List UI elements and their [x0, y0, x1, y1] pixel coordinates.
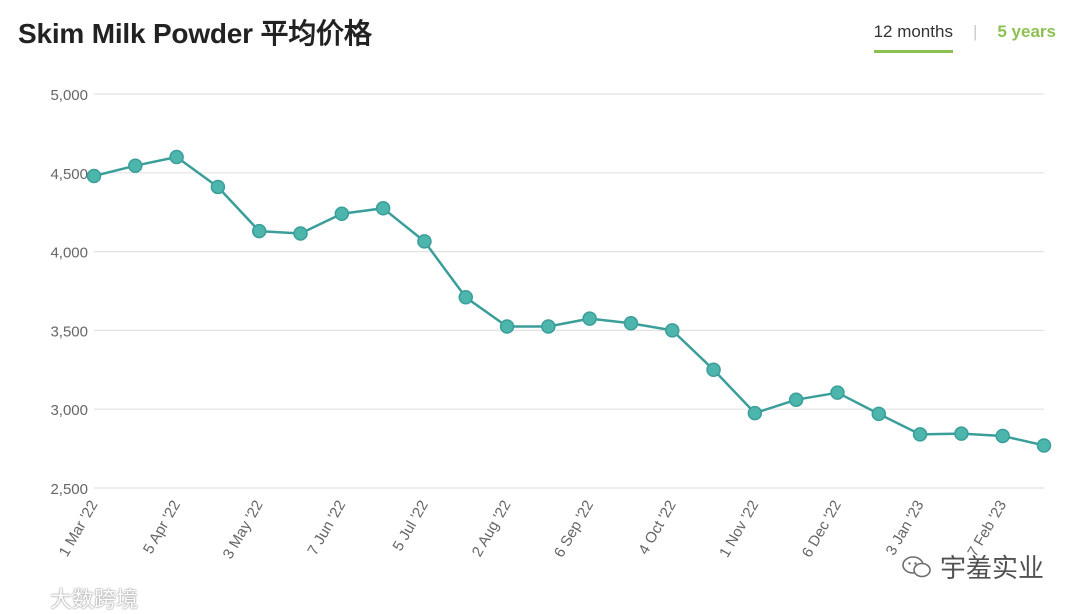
range-tabs: 12 months | 5 years [873, 22, 1056, 53]
data-point[interactable] [582, 311, 597, 326]
y-axis-ticks: 5,000 4,500 4,000 3,500 3,000 2,500 [50, 87, 88, 498]
series-line [93, 155, 1045, 447]
x-tick-label: 1 Mar '22 [56, 498, 102, 560]
x-tick-label: 4 Oct '22 [635, 498, 680, 558]
series-layer [86, 149, 1052, 453]
y-tick-label: 4,000 [50, 245, 88, 262]
tab-separator: | [972, 22, 978, 41]
data-point[interactable] [830, 385, 845, 400]
chart-title: Skim Milk Powder 平均价格 [18, 18, 372, 49]
data-point[interactable] [251, 223, 267, 239]
data-point[interactable] [747, 405, 763, 421]
x-tick-label: 2 Aug '22 [469, 497, 515, 559]
data-point[interactable] [912, 427, 928, 442]
x-tick-label: 7 Jun '22 [304, 498, 349, 559]
data-point[interactable] [665, 323, 680, 338]
grid-lines [94, 93, 1044, 489]
data-point[interactable] [334, 206, 350, 222]
data-point[interactable] [458, 290, 473, 305]
data-point[interactable] [1036, 438, 1052, 453]
data-point[interactable] [499, 319, 515, 334]
watermark-left-text: 大数跨境 [50, 587, 139, 612]
wechat-icon [902, 555, 931, 577]
watermark-wechat: 宇羞实业 [902, 548, 1044, 585]
tab-5-years[interactable]: 5 years [997, 22, 1056, 41]
data-point[interactable] [623, 316, 639, 331]
data-point[interactable] [375, 201, 391, 216]
x-tick-label: 3 May '22 [220, 498, 267, 562]
y-tick-label: 4,500 [50, 166, 88, 183]
x-tick-label: 5 Apr '22 [140, 498, 184, 557]
x-tick-label: 1 Nov '22 [716, 498, 762, 561]
x-axis-ticks: 1 Mar '22 5 Apr '22 3 May '22 7 Jun '22 5 Ju… [56, 497, 1010, 561]
data-point[interactable] [706, 362, 721, 378]
tab-12-months[interactable]: 12 months [873, 22, 953, 53]
data-point[interactable] [86, 168, 102, 184]
y-tick-label: 3,000 [50, 402, 88, 419]
data-point[interactable] [417, 234, 432, 249]
x-tick-label: 5 Jul '22 [389, 498, 431, 554]
data-point[interactable] [169, 149, 184, 165]
y-tick-label: 5,000 [50, 87, 88, 104]
data-point[interactable] [995, 428, 1010, 444]
data-point[interactable] [210, 179, 226, 195]
data-point[interactable] [293, 226, 308, 241]
brand-logo-icon [8, 590, 43, 606]
watermark-right-text: 宇羞实业 [939, 553, 1044, 583]
x-tick-label: 6 Dec '22 [799, 498, 845, 561]
data-point[interactable] [871, 406, 887, 422]
data-point[interactable] [954, 426, 969, 441]
data-point[interactable] [541, 319, 556, 334]
x-tick-label: 6 Sep '22 [551, 498, 597, 561]
y-tick-label: 2,500 [50, 481, 88, 498]
data-point[interactable] [128, 158, 143, 173]
watermark-logo: 大数跨境 [6, 582, 138, 614]
y-tick-label: 3,500 [50, 323, 88, 340]
data-point[interactable] [788, 392, 804, 407]
